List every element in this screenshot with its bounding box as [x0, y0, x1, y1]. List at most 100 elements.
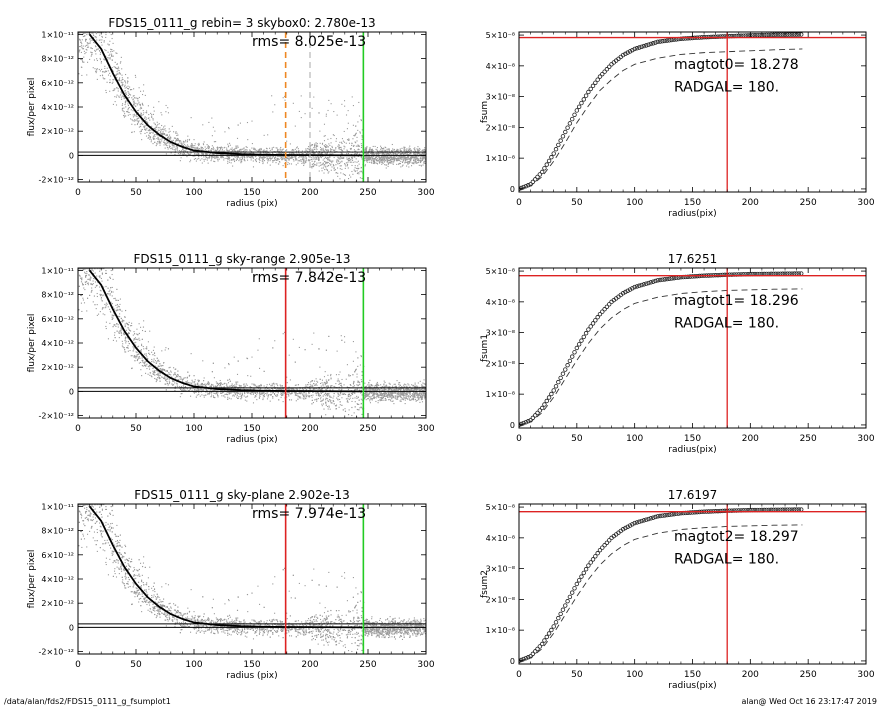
- scatter-point: [361, 129, 363, 131]
- scatter-point: [363, 152, 365, 154]
- scatter-point: [314, 160, 316, 162]
- scatter-point: [290, 157, 292, 159]
- scatter-points: [78, 268, 426, 418]
- scatter-point: [234, 150, 236, 152]
- scatter-point: [417, 152, 419, 155]
- scatter-point: [172, 148, 174, 150]
- scatter-point: [284, 95, 286, 97]
- scatter-point: [424, 158, 426, 160]
- scatter-point: [244, 156, 246, 158]
- plot-area: [78, 268, 426, 418]
- scatter-point: [121, 74, 123, 76]
- scatter-point: [144, 120, 146, 122]
- scatter-point: [272, 155, 275, 158]
- scatter-point: [276, 147, 278, 149]
- scatter-point: [146, 112, 148, 114]
- scatter-point: [87, 32, 89, 34]
- scatter-point: [360, 166, 362, 169]
- scatter-point: [344, 146, 346, 148]
- scatter-point: [320, 396, 322, 398]
- scatter-point: [163, 133, 166, 135]
- scatter-point: [240, 149, 242, 151]
- scatter-point: [127, 97, 129, 99]
- scatter-point: [117, 88, 119, 90]
- scatter-point: [330, 377, 332, 379]
- scatter-point: [291, 388, 293, 390]
- scatter-point: [227, 145, 229, 147]
- scatter-point: [223, 159, 225, 161]
- scatter-point: [123, 95, 125, 98]
- scatter-point: [226, 157, 228, 159]
- scatter-point: [316, 145, 318, 148]
- scatter-point: [399, 156, 401, 158]
- scatter-point: [254, 392, 257, 394]
- scatter-point: [269, 164, 271, 166]
- scatter-point: [387, 163, 389, 165]
- scatter-point: [315, 388, 317, 390]
- scatter-point: [129, 113, 131, 116]
- scatter-point: [212, 148, 214, 150]
- scatter-point: [259, 391, 261, 394]
- scatter-point: [389, 155, 391, 157]
- scatter-point: [316, 148, 318, 150]
- scatter-point: [236, 396, 238, 398]
- scatter-point: [313, 163, 315, 165]
- scatter-point: [263, 134, 265, 136]
- scatter-point: [258, 155, 260, 157]
- scatter-point: [329, 160, 331, 162]
- scatter-point: [161, 376, 163, 378]
- scatter-point: [305, 148, 307, 150]
- scatter-point: [152, 119, 154, 121]
- scatter-point: [204, 383, 206, 385]
- scatter-point: [263, 157, 265, 159]
- scatter-point: [233, 155, 235, 157]
- scatter-point: [329, 159, 331, 161]
- scatter-point: [262, 150, 264, 152]
- scatter-point: [182, 142, 184, 144]
- curve-marker: [685, 36, 691, 41]
- scatter-point: [274, 104, 276, 106]
- scatter-point: [216, 393, 219, 395]
- scatter-point: [104, 78, 106, 80]
- scatter-point: [415, 161, 417, 163]
- scatter-point: [392, 162, 394, 164]
- scatter-point: [386, 153, 389, 155]
- scatter-point: [146, 122, 149, 125]
- scatter-point: [409, 149, 412, 151]
- scatter-point: [321, 143, 323, 145]
- scatter-point: [124, 80, 126, 82]
- scatter-point: [318, 159, 320, 162]
- scatter-point: [414, 152, 416, 154]
- scatter-point: [208, 157, 210, 159]
- scatter-point: [285, 160, 287, 162]
- scatter-point: [195, 383, 197, 385]
- scatter-point: [350, 148, 352, 151]
- scatter-point: [101, 300, 103, 302]
- scatter-point: [174, 141, 176, 143]
- scatter-point: [400, 156, 402, 158]
- scatter-point: [367, 155, 369, 157]
- scatter-point: [234, 152, 236, 154]
- scatter-point: [232, 150, 234, 152]
- scatter-point: [96, 268, 98, 270]
- scatter-point: [147, 341, 149, 343]
- scatter-point: [143, 126, 145, 128]
- scatter-point: [94, 32, 96, 34]
- scatter-point: [270, 157, 272, 159]
- scatter-point: [415, 158, 417, 160]
- scatter-point: [339, 158, 341, 160]
- scatter-point: [193, 146, 195, 149]
- scatter-point: [296, 146, 298, 148]
- scatter-point: [252, 160, 254, 162]
- scatter-point: [219, 382, 222, 384]
- scatter-point: [239, 158, 241, 160]
- scatter-point: [347, 159, 349, 161]
- scatter-point: [287, 163, 289, 166]
- scatter-point: [85, 48, 87, 50]
- scatter-point: [378, 161, 380, 163]
- scatter-point: [395, 153, 397, 155]
- scatter-point: [124, 84, 126, 86]
- scatter-point: [122, 85, 124, 87]
- scatter-point: [134, 74, 136, 76]
- scatter-point: [335, 405, 337, 407]
